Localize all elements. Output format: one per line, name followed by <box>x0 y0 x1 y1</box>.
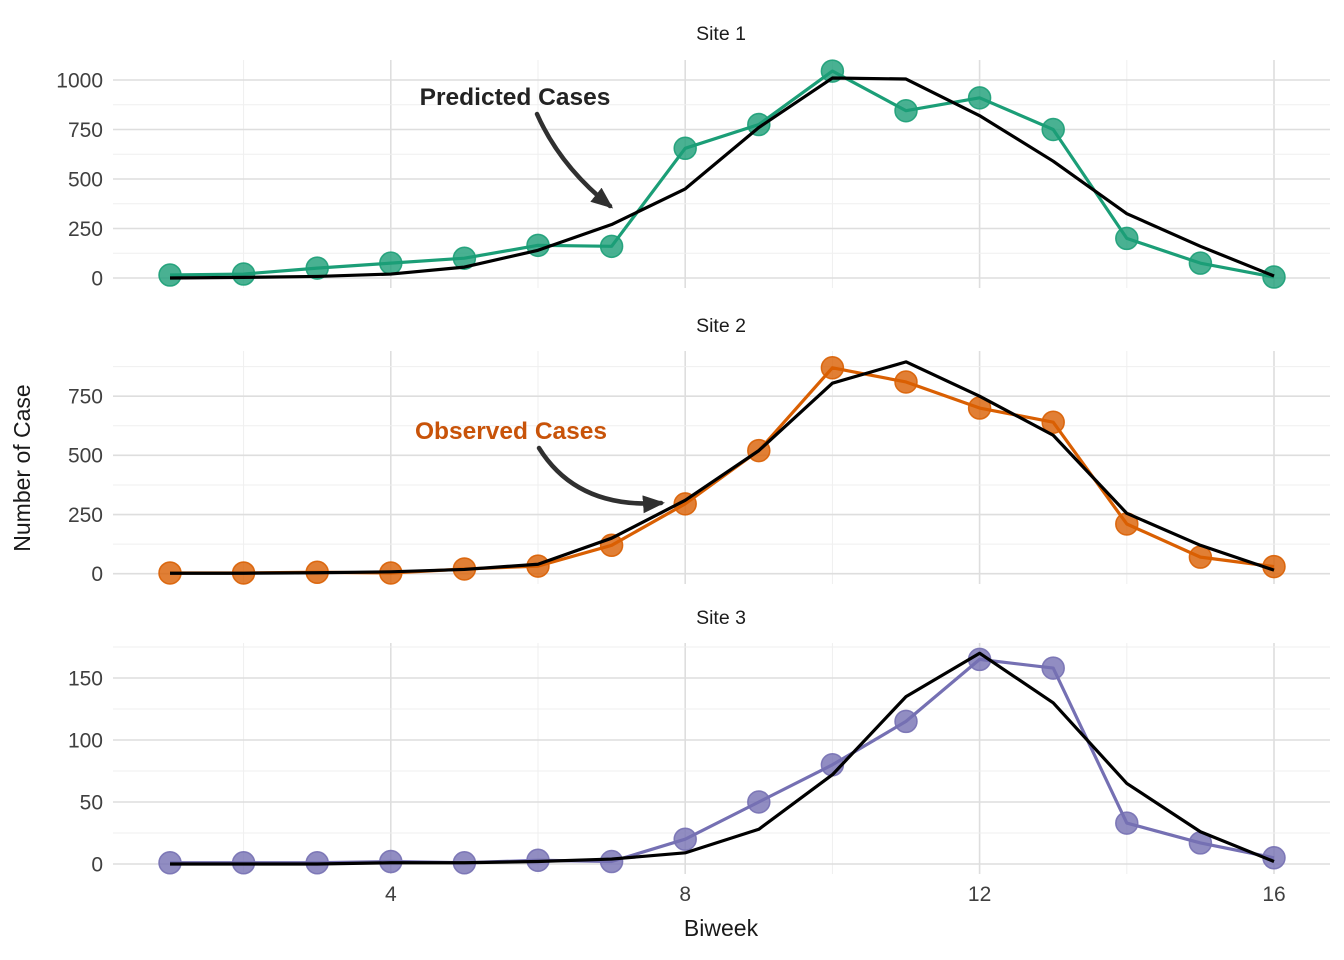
x-tick-label: 16 <box>1262 883 1285 906</box>
facet-title-site-1: Site 1 <box>696 23 746 45</box>
x-tick-label: 8 <box>679 883 691 906</box>
y-tick-label: 500 <box>68 168 103 191</box>
observed-point <box>1262 265 1286 289</box>
facet-title-site-2: Site 2 <box>696 315 746 337</box>
x-tick-label: 12 <box>968 883 991 906</box>
y-tick-label: 1000 <box>56 69 103 92</box>
facet-panel-2: 0 250 500 750 <box>68 351 1330 586</box>
y-tick-label: 50 <box>80 791 103 814</box>
observed-point <box>747 790 771 814</box>
y-tick-label: 150 <box>68 667 103 690</box>
observed-cases-arrow <box>536 445 665 514</box>
observed-point <box>305 256 329 280</box>
y-tick-label: 0 <box>91 267 103 290</box>
observed-point <box>1115 811 1139 835</box>
predicted-cases-annotation-label: Predicted Cases <box>420 84 611 111</box>
facet-panel-3: 0 50 100 150 <box>68 643 1330 876</box>
observed-point <box>599 234 624 259</box>
annotation-observed-cases: Observed Cases <box>415 418 665 514</box>
predicted-line <box>170 651 1275 866</box>
observed-point <box>894 370 918 394</box>
observed-point <box>1041 117 1065 142</box>
observed-point <box>673 827 697 851</box>
observed-point <box>158 263 182 287</box>
y-tick-label: 100 <box>68 729 103 752</box>
y-tick-label: 250 <box>68 504 103 527</box>
panels-layer: 0 250 500 750 1000 0 250 500 750 0 50 100 150 4 8 12 16 <box>56 59 1330 906</box>
observed-line <box>169 69 1275 279</box>
y-tick-label: 750 <box>68 386 103 409</box>
x-axis-title: Biweek <box>684 915 759 941</box>
observed-point <box>820 356 845 380</box>
observed-point <box>1188 251 1213 275</box>
predicted-cases-arrow <box>534 111 614 209</box>
observed-point <box>1041 410 1065 434</box>
annotation-predicted-cases: Predicted Cases <box>420 84 614 209</box>
observed-point <box>673 136 697 161</box>
observed-point <box>1115 226 1139 251</box>
predicted-line <box>169 76 1275 280</box>
y-tick-label: 750 <box>68 119 103 142</box>
observed-point <box>599 849 624 874</box>
observed-point <box>379 251 403 275</box>
observed-point <box>1041 656 1065 680</box>
observed-line <box>170 366 1275 575</box>
facet-panel-1: 0 250 500 750 1000 <box>56 59 1330 290</box>
facet-title-site-3: Site 3 <box>696 607 746 629</box>
observed-point <box>894 98 918 123</box>
y-tick-label: 0 <box>91 853 103 876</box>
y-tick-label: 500 <box>68 445 103 468</box>
observed-cases-annotation-label: Observed Cases <box>415 418 607 445</box>
observed-point <box>452 246 477 270</box>
observed-point <box>231 262 256 286</box>
x-tick-label: 4 <box>385 883 397 906</box>
observed-point <box>967 86 992 110</box>
y-tick-label: 0 <box>91 563 103 586</box>
observed-point <box>894 709 918 734</box>
y-axis-title: Number of Case <box>9 384 35 551</box>
predicted-line <box>170 360 1275 575</box>
y-tick-label: 250 <box>68 218 103 241</box>
